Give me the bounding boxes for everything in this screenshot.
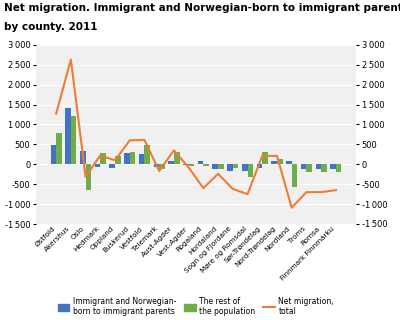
Bar bbox=[174, 152, 180, 164]
Bar bbox=[56, 133, 62, 164]
Bar bbox=[110, 164, 115, 168]
Bar bbox=[100, 153, 106, 164]
Bar bbox=[154, 164, 159, 167]
Bar bbox=[227, 164, 233, 171]
Bar bbox=[50, 145, 56, 164]
Bar bbox=[233, 164, 238, 168]
Bar bbox=[86, 164, 91, 190]
Bar bbox=[65, 108, 71, 164]
Bar bbox=[183, 164, 189, 165]
Bar bbox=[159, 164, 165, 169]
Bar bbox=[168, 162, 174, 164]
Bar bbox=[95, 164, 100, 167]
Bar bbox=[144, 145, 150, 164]
Bar bbox=[286, 162, 292, 164]
Bar bbox=[124, 153, 130, 164]
Bar bbox=[306, 164, 312, 172]
Bar bbox=[316, 164, 321, 169]
Legend: Immigrant and Norwegian-
born to immigrant parents, The rest of
the population, : Immigrant and Norwegian- born to immigra… bbox=[58, 297, 334, 316]
Bar bbox=[218, 164, 224, 169]
Bar bbox=[80, 151, 86, 164]
Text: Net migration. Immigrant and Norwegian-born to immigrant parents,: Net migration. Immigrant and Norwegian-b… bbox=[4, 3, 400, 13]
Bar bbox=[336, 164, 342, 172]
Bar bbox=[262, 152, 268, 164]
Text: by county. 2011: by county. 2011 bbox=[4, 22, 98, 32]
Bar bbox=[301, 164, 306, 169]
Bar bbox=[292, 164, 297, 188]
Bar bbox=[321, 164, 327, 172]
Bar bbox=[139, 154, 144, 164]
Bar bbox=[198, 162, 203, 164]
Bar bbox=[257, 164, 262, 168]
Bar bbox=[271, 162, 277, 164]
Bar bbox=[248, 164, 253, 177]
Bar bbox=[203, 164, 209, 166]
Bar bbox=[212, 164, 218, 169]
Bar bbox=[71, 116, 76, 164]
Bar bbox=[330, 164, 336, 169]
Bar bbox=[242, 164, 248, 171]
Bar bbox=[115, 156, 121, 164]
Bar bbox=[189, 164, 194, 166]
Bar bbox=[277, 159, 282, 164]
Bar bbox=[130, 152, 135, 164]
